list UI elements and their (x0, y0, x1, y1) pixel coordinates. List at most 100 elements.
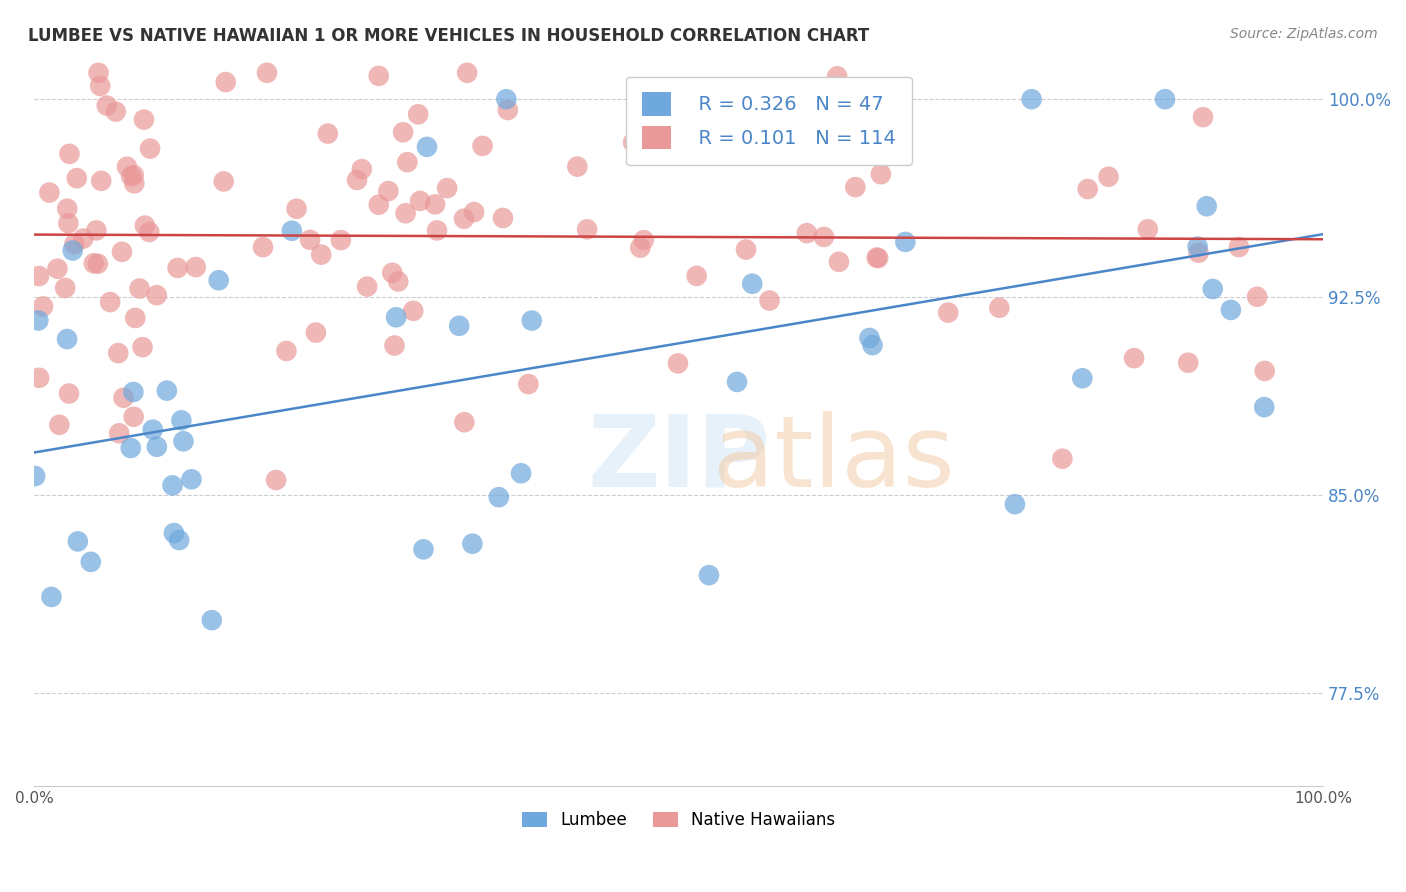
Point (367, 197, 389, 211)
Point (58, 216, 80, 230)
Point (633, 233, 655, 247)
Point (66, 534, 89, 549)
Point (124, 310, 146, 325)
Point (392, 125, 415, 139)
Point (461, 537, 484, 551)
Point (870, 167, 893, 181)
Point (215, 75, 238, 89)
Point (862, 338, 884, 352)
Point (122, 409, 145, 424)
Point (134, 219, 156, 233)
Text: LUMBEE VS NATIVE HAWAIIAN 1 OR MORE VEHICLES IN HOUSEHOLD CORRELATION CHART: LUMBEE VS NATIVE HAWAIIAN 1 OR MORE VEHI… (28, 27, 869, 45)
Point (122, 168, 145, 182)
Point (138, 225, 160, 239)
Point (96, 98, 118, 112)
Point (32, 300, 55, 314)
Point (83, 256, 105, 270)
Point (120, 169, 142, 184)
Point (367, 69, 389, 83)
Point (741, 277, 763, 291)
Point (142, 423, 165, 437)
Point (309, 247, 332, 261)
Legend: Lumbee, Native Hawaiians: Lumbee, Native Hawaiians (516, 805, 842, 836)
Point (184, 260, 207, 274)
Point (41, 590, 63, 604)
Point (66, 171, 89, 186)
Point (264, 473, 287, 487)
Point (305, 326, 328, 340)
Point (520, 313, 543, 327)
Point (1253, 364, 1275, 378)
Point (384, 338, 406, 352)
Point (796, 226, 818, 240)
Text: Source: ZipAtlas.com: Source: ZipAtlas.com (1230, 27, 1378, 41)
Point (212, 174, 235, 188)
Point (281, 224, 304, 238)
Point (725, 375, 748, 389)
Point (89, 78, 111, 93)
Point (166, 260, 188, 275)
Point (449, 318, 471, 333)
Point (285, 202, 308, 216)
Point (868, 251, 890, 265)
Point (111, 244, 134, 259)
Point (685, 268, 707, 283)
Point (697, 568, 720, 582)
Point (346, 173, 368, 187)
Point (1154, 92, 1177, 106)
Point (38, 186, 60, 200)
Point (1246, 290, 1268, 304)
Point (146, 288, 169, 302)
Point (758, 293, 780, 308)
Point (510, 467, 533, 481)
Point (1192, 110, 1215, 124)
Point (735, 243, 758, 257)
Point (1004, 497, 1026, 511)
Point (385, 310, 408, 325)
Point (87, 66, 110, 80)
Point (1219, 302, 1241, 317)
Point (163, 526, 186, 541)
Point (115, 160, 138, 174)
Point (299, 233, 322, 247)
Point (156, 384, 179, 398)
Point (796, 138, 818, 153)
Point (471, 139, 494, 153)
Point (87, 257, 110, 271)
Point (1195, 199, 1218, 213)
Point (139, 142, 162, 156)
Point (28, 269, 51, 284)
Point (873, 92, 896, 106)
Point (63, 237, 86, 252)
Point (316, 127, 339, 141)
Point (453, 415, 475, 429)
Point (58, 146, 80, 161)
Point (53, 281, 76, 295)
Point (252, 240, 274, 254)
Point (112, 391, 135, 405)
Point (90, 174, 112, 188)
Point (1097, 169, 1119, 184)
Point (453, 211, 475, 226)
Point (132, 112, 155, 127)
Point (28, 371, 51, 385)
Point (1136, 222, 1159, 236)
Point (837, 105, 859, 120)
Point (180, 472, 202, 486)
Point (770, 103, 793, 117)
Point (1202, 282, 1225, 296)
Point (396, 155, 419, 169)
Point (866, 251, 889, 265)
Point (894, 235, 917, 249)
Point (456, 66, 478, 80)
Point (402, 303, 425, 318)
Point (844, 180, 866, 194)
Point (1177, 356, 1199, 370)
Point (406, 107, 429, 121)
Point (628, 241, 651, 255)
Point (128, 281, 150, 295)
Point (412, 542, 434, 557)
Point (825, 70, 848, 84)
Point (72, 232, 94, 246)
Point (436, 181, 458, 195)
